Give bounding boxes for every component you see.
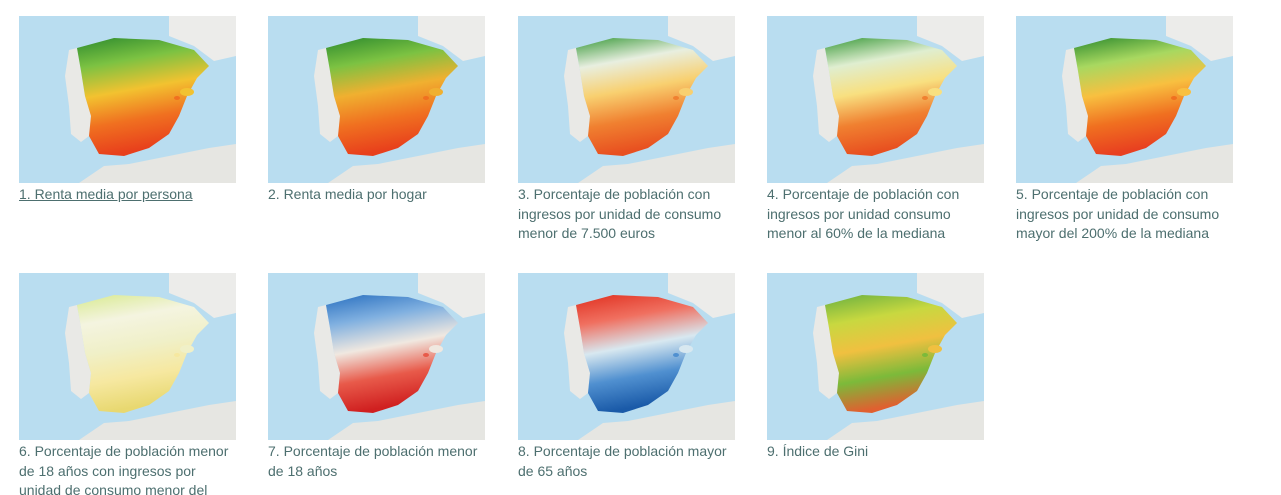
caption-link[interactable]: 9. Índice de Gini — [767, 443, 869, 459]
gallery-item: 2. Renta media por hogar — [268, 16, 490, 205]
islands — [679, 345, 693, 353]
islands — [423, 96, 429, 100]
gallery-item: 1. Renta media por persona — [19, 16, 241, 205]
gallery-item: 6. Porcentaje de población menor de 18 a… — [19, 273, 241, 495]
gallery-item: 5. Porcentaje de población con ingresos … — [1016, 16, 1238, 244]
map-thumbnail[interactable] — [19, 273, 236, 440]
spain — [576, 38, 708, 156]
gallery-item: 7. Porcentaje de población menor de 18 a… — [268, 273, 490, 481]
caption-link[interactable]: 2. Renta media por hogar — [268, 186, 427, 202]
spain — [576, 295, 708, 413]
spain — [326, 38, 458, 156]
portugal — [564, 305, 590, 399]
france — [668, 273, 735, 318]
islands — [180, 88, 194, 96]
map-thumbnail[interactable] — [268, 273, 485, 440]
caption-link[interactable]: 5. Porcentaje de población con ingresos … — [1016, 186, 1220, 241]
gallery-item: 4. Porcentaje de población con ingresos … — [767, 16, 989, 244]
map-thumbnail[interactable] — [767, 273, 984, 440]
caption-link[interactable]: 8. Porcentaje de población mayor de 65 a… — [518, 443, 727, 479]
islands — [429, 345, 443, 353]
caption-link[interactable]: 3. Porcentaje de población con ingresos … — [518, 186, 722, 241]
portugal — [1062, 48, 1088, 142]
france — [418, 16, 485, 61]
africa — [328, 144, 485, 183]
portugal — [813, 305, 839, 399]
france — [917, 16, 984, 61]
caption-link[interactable]: 7. Porcentaje de población menor de 18 a… — [268, 443, 478, 479]
africa — [578, 144, 735, 183]
gallery-item: 9. Índice de Gini — [767, 273, 989, 462]
map-thumbnail[interactable] — [1016, 16, 1233, 183]
france — [917, 273, 984, 318]
islands — [928, 88, 942, 96]
france — [1166, 16, 1233, 61]
africa — [578, 401, 735, 440]
africa — [827, 401, 984, 440]
france — [169, 16, 236, 61]
islands — [922, 96, 928, 100]
france — [418, 273, 485, 318]
africa — [1076, 144, 1233, 183]
portugal — [65, 48, 91, 142]
portugal — [813, 48, 839, 142]
islands — [928, 345, 942, 353]
caption-link[interactable]: 6. Porcentaje de población menor de 18 a… — [19, 443, 229, 495]
islands — [1177, 88, 1191, 96]
islands — [673, 353, 679, 357]
spain — [77, 38, 209, 156]
islands — [174, 96, 180, 100]
islands — [174, 353, 180, 357]
gallery-item: 8. Porcentaje de población mayor de 65 a… — [518, 273, 740, 481]
islands — [180, 345, 194, 353]
map-thumbnail[interactable] — [518, 16, 735, 183]
islands — [423, 353, 429, 357]
spain — [326, 295, 458, 413]
islands — [679, 88, 693, 96]
portugal — [314, 305, 340, 399]
spain — [825, 295, 957, 413]
africa — [79, 144, 236, 183]
map-thumbnail[interactable] — [767, 16, 984, 183]
africa — [328, 401, 485, 440]
caption-link[interactable]: 4. Porcentaje de población con ingresos … — [767, 186, 960, 241]
portugal — [314, 48, 340, 142]
portugal — [564, 48, 590, 142]
caption-link[interactable]: 1. Renta media por persona — [19, 186, 193, 202]
france — [668, 16, 735, 61]
africa — [827, 144, 984, 183]
portugal — [65, 305, 91, 399]
islands — [1171, 96, 1177, 100]
spain — [1074, 38, 1206, 156]
islands — [429, 88, 443, 96]
islands — [673, 96, 679, 100]
map-thumbnail[interactable] — [268, 16, 485, 183]
islands — [922, 353, 928, 357]
map-thumbnail[interactable] — [19, 16, 236, 183]
france — [169, 273, 236, 318]
gallery-item: 3. Porcentaje de población con ingresos … — [518, 16, 740, 244]
africa — [79, 401, 236, 440]
spain — [77, 295, 209, 413]
spain — [825, 38, 957, 156]
map-thumbnail[interactable] — [518, 273, 735, 440]
